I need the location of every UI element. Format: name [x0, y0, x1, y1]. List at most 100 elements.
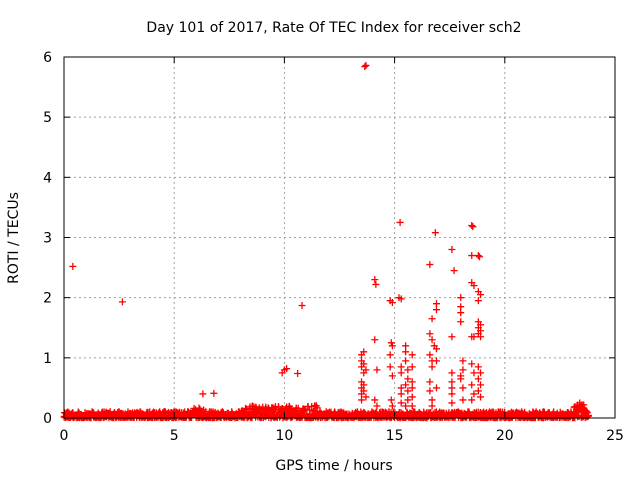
data-point — [428, 396, 436, 404]
data-point — [474, 252, 482, 260]
data-point — [371, 396, 379, 404]
data-point — [428, 336, 436, 344]
data-point — [470, 333, 478, 341]
data-point — [450, 267, 458, 275]
data-point — [69, 262, 77, 270]
data-point — [428, 363, 436, 371]
data-point — [432, 300, 440, 308]
data-point — [408, 393, 416, 401]
data-point — [432, 357, 440, 365]
data-point — [477, 291, 485, 299]
data-point — [432, 306, 440, 314]
data-point — [457, 309, 465, 317]
data-point — [362, 366, 370, 374]
data-point — [388, 402, 396, 410]
data-point — [468, 221, 476, 229]
x-tick-labels: 0 5 10 15 20 25 — [60, 428, 624, 444]
data-point — [397, 363, 405, 371]
data-point — [431, 229, 439, 237]
y-tick-labels: 0 1 2 3 4 5 6 — [43, 50, 52, 427]
data-point — [402, 357, 410, 365]
data-point — [426, 387, 434, 395]
data-point — [373, 366, 381, 374]
x-axis-label: GPS time / hours — [275, 458, 392, 474]
data-point — [426, 330, 434, 338]
data-point — [360, 387, 368, 395]
data-point — [448, 333, 456, 341]
data-point — [397, 369, 405, 377]
y-tick-label: 5 — [43, 110, 52, 126]
data-point — [448, 246, 456, 254]
data-point — [396, 218, 404, 226]
data-point — [477, 393, 485, 401]
data-point — [387, 339, 395, 347]
baseline-point — [309, 407, 317, 415]
y-tick-label: 6 — [43, 50, 52, 66]
data-point — [298, 301, 306, 309]
baseline-point — [584, 412, 592, 420]
data-point — [402, 402, 410, 410]
data-point — [428, 315, 436, 323]
data-point — [477, 369, 485, 377]
data-point — [397, 295, 405, 303]
data-point — [360, 381, 368, 389]
data-point — [426, 351, 434, 359]
data-point — [459, 357, 467, 365]
data-point — [294, 369, 302, 377]
data-point — [426, 378, 434, 386]
data-point — [448, 390, 456, 398]
data-point — [386, 351, 394, 359]
grid-lines — [64, 57, 615, 418]
y-tick-label: 2 — [43, 291, 52, 307]
data-point — [468, 252, 476, 260]
data-point — [475, 253, 483, 261]
data-point — [477, 333, 485, 341]
axis-ticks — [63, 56, 616, 419]
data-point — [388, 342, 396, 350]
data-point — [448, 399, 456, 407]
data-point — [397, 390, 405, 398]
data-point — [404, 396, 412, 404]
data-point — [404, 366, 412, 374]
data-point — [397, 384, 405, 392]
data-point — [459, 366, 467, 374]
y-axis-label: ROTI / TECUs — [6, 192, 22, 284]
data-point — [362, 61, 370, 69]
data-point — [210, 389, 218, 397]
data-point — [457, 294, 465, 302]
data-point — [408, 378, 416, 386]
data-point — [402, 348, 410, 356]
data-point — [457, 375, 465, 383]
data-point — [360, 348, 368, 356]
baseline-points-group — [60, 401, 592, 422]
data-point — [477, 381, 485, 389]
data-point — [388, 372, 396, 380]
y-tick-label: 3 — [43, 231, 52, 247]
data-point — [386, 363, 394, 371]
data-point — [468, 381, 476, 389]
x-tick-label: 10 — [275, 428, 293, 444]
data-point — [469, 223, 477, 231]
data-point — [459, 384, 467, 392]
data-point — [468, 360, 476, 368]
data-point — [373, 402, 381, 410]
data-point — [388, 298, 396, 306]
data-point — [402, 342, 410, 350]
data-point — [361, 63, 369, 71]
x-tick-label: 20 — [496, 428, 514, 444]
data-point — [372, 280, 380, 288]
data-point — [404, 375, 412, 383]
data-points-group — [69, 61, 588, 413]
data-point — [397, 399, 405, 407]
y-tick-label: 1 — [43, 351, 52, 367]
data-point — [474, 363, 482, 371]
chart-title: Day 101 of 2017, Rate Of TEC Index for r… — [146, 20, 521, 36]
data-point — [474, 297, 482, 305]
y-tick-label: 0 — [43, 411, 52, 427]
x-tick-label: 0 — [60, 428, 69, 444]
data-point — [362, 393, 370, 401]
data-point — [474, 375, 482, 383]
data-point — [408, 384, 416, 392]
data-point — [358, 396, 366, 404]
